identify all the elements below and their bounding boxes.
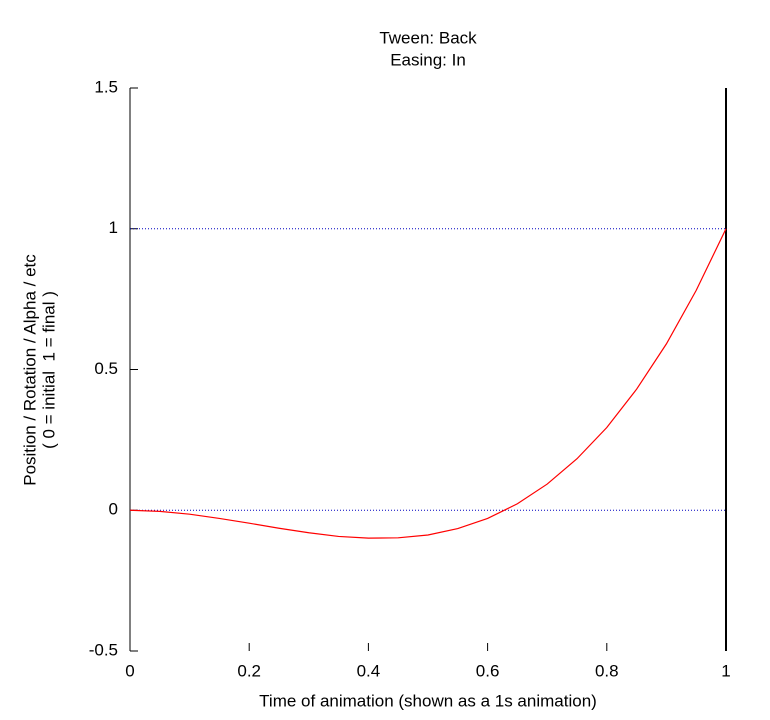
y-tick-label: 1 xyxy=(109,218,118,237)
y-tick-label: 1.5 xyxy=(94,77,118,96)
x-tick-label: 0 xyxy=(125,661,134,680)
y-tick-label: 0.5 xyxy=(94,359,118,378)
x-tick-label: 1 xyxy=(721,661,730,680)
line xyxy=(129,228,727,539)
x-axis-label: Time of animation (shown as a 1s animati… xyxy=(259,691,597,710)
chart-title: Tween: Back xyxy=(379,28,477,47)
x-tick-label: 0.8 xyxy=(595,661,619,680)
x-tick-label: 0.2 xyxy=(237,661,261,680)
chart-subtitle: Easing: In xyxy=(390,50,466,69)
y-axis-label: Position / Rotation / Alpha / etc xyxy=(20,254,39,486)
x-tick-label: 0.4 xyxy=(357,661,381,680)
x-tick-label: 0.6 xyxy=(476,661,500,680)
y-tick-label: 0 xyxy=(109,500,118,519)
y-axis-label: ( 0 = initial 1 = final ) xyxy=(39,291,58,449)
y-tick-label: -0.5 xyxy=(89,640,118,659)
